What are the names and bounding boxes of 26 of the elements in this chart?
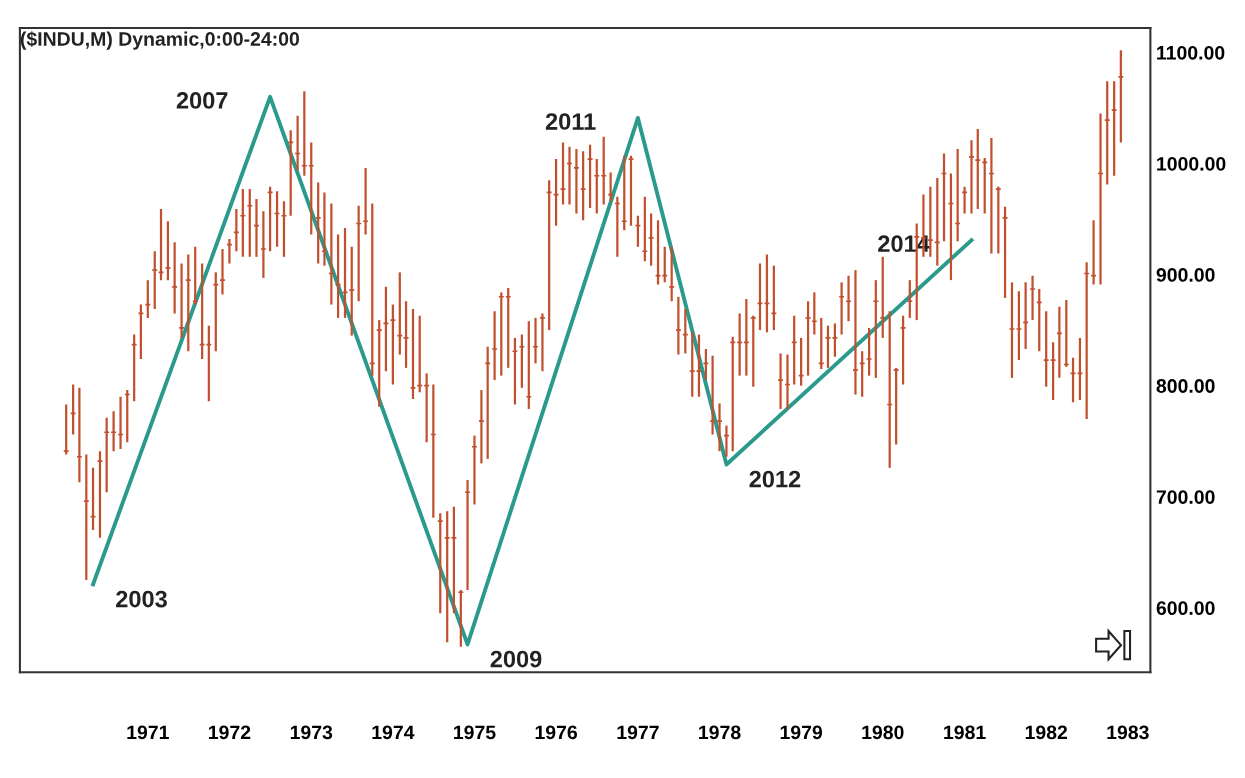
y-tick-label: 1000.00 — [1157, 156, 1226, 171]
y-tick-label: 800.00 — [1156, 379, 1215, 393]
x-tick-label: 1971 — [127, 725, 169, 740]
annotation: 2003 — [116, 590, 167, 608]
x-tick-label: 1981 — [944, 725, 986, 740]
x-tick-label: 1978 — [699, 725, 741, 740]
annotation: 2012 — [749, 470, 801, 488]
annotation: 2011 — [545, 113, 596, 130]
x-tick-label: 1972 — [209, 725, 251, 740]
x-tick-label: 1977 — [617, 725, 659, 740]
y-tick-label: 1100.00 — [1157, 45, 1225, 60]
y-tick-label: 600.00 — [1156, 601, 1215, 616]
x-tick-label: 1980 — [862, 725, 904, 740]
x-tick-label: 1974 — [372, 725, 415, 740]
x-tick-label: 1975 — [454, 725, 496, 740]
x-tick-label: 1979 — [780, 725, 823, 740]
line-series — [91, 94, 974, 647]
x-tick-label: 1983 — [1107, 725, 1149, 740]
chart-title: ($INDU,M) Dynamic,0:00-24:00 — [20, 31, 299, 50]
x-tick-label: 1982 — [1025, 725, 1068, 740]
x-tick-label: 1973 — [290, 725, 333, 740]
y-tick-label: 900.00 — [1156, 268, 1215, 282]
x-tick-label: 1976 — [535, 725, 578, 740]
y-tick-label: 700.00 — [1156, 490, 1215, 504]
annotation: 2009 — [490, 650, 542, 668]
annotation: 2007 — [176, 92, 228, 109]
